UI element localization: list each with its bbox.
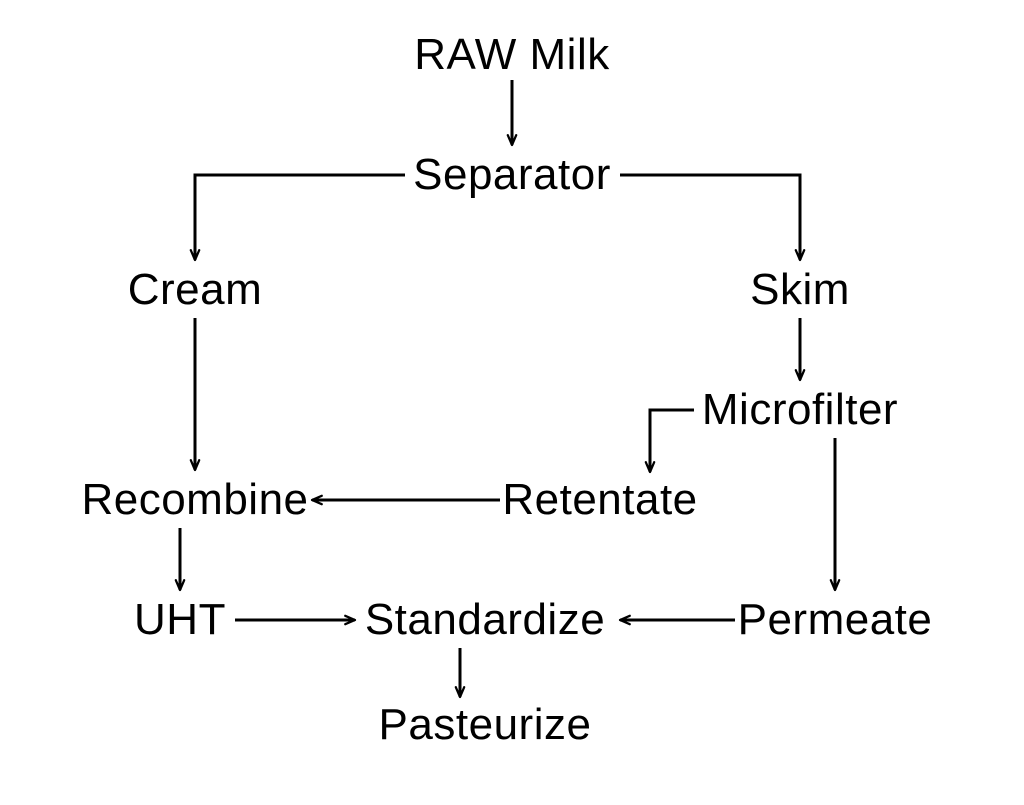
- node-standardize: Standardize: [365, 595, 605, 645]
- node-skim: Skim: [750, 265, 850, 315]
- flowchart-canvas: RAW Milk Separator Cream Skim MicrofilterRet…: [0, 0, 1024, 805]
- node-microfilter: Microfilter: [702, 385, 898, 435]
- edge-separator-to-cream: [195, 175, 405, 260]
- node-cream: Cream: [128, 265, 263, 315]
- node-separator: Separator: [413, 150, 611, 200]
- node-permeate: Permeate: [738, 595, 933, 645]
- node-raw: RAW Milk: [414, 30, 609, 80]
- node-retentate: Retentate: [502, 475, 697, 525]
- edge-microfilter-to-retentate: [650, 410, 694, 472]
- edge-separator-to-skim: [620, 175, 800, 260]
- node-uht: UHT: [134, 595, 226, 645]
- node-recombine: Recombine: [81, 475, 308, 525]
- node-pasteurize: Pasteurize: [379, 700, 592, 750]
